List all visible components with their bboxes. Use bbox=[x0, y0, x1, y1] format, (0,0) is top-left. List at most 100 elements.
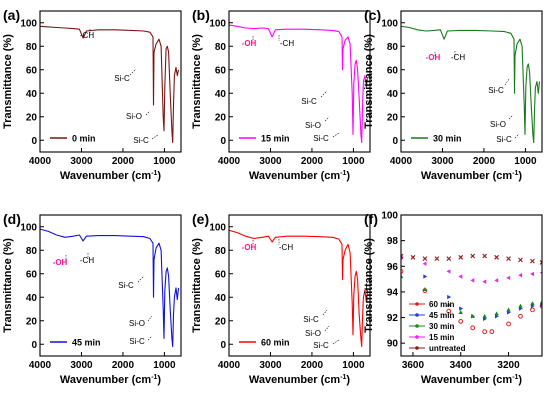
y-axis-label: Transmittance (%) bbox=[363, 238, 375, 333]
plot-frame bbox=[39, 214, 182, 357]
data-point bbox=[539, 260, 542, 265]
data-point bbox=[494, 254, 499, 260]
y-tick-label: 40 bbox=[215, 293, 227, 304]
svg-text:Si-C: Si-C bbox=[129, 337, 145, 346]
series-group bbox=[401, 253, 542, 335]
x-tick-label: 3000 bbox=[70, 156, 93, 167]
y-tick-label: 92 bbox=[387, 313, 399, 324]
x-tick-label: 3200 bbox=[497, 360, 520, 371]
x-axis-label: Wavenumber (cm-1) bbox=[421, 170, 523, 182]
peak-annotation: Si-C bbox=[496, 133, 520, 144]
peak-annotation: Si-O bbox=[490, 114, 514, 129]
legend-label: 60 min bbox=[429, 300, 454, 309]
data-point bbox=[506, 256, 511, 261]
y-tick-label: 20 bbox=[26, 112, 38, 123]
series-group bbox=[229, 24, 369, 144]
panel-letter: (e) bbox=[192, 211, 209, 227]
peak-annotation: -CH bbox=[278, 35, 294, 48]
data-point bbox=[494, 311, 499, 316]
y-tick-label: 100 bbox=[20, 222, 37, 233]
x-tick-label: 2000 bbox=[112, 360, 135, 371]
data-point bbox=[470, 253, 476, 259]
x-tick-label: 4000 bbox=[218, 360, 241, 371]
peak-annotation: Si-C bbox=[133, 134, 159, 145]
data-point bbox=[506, 275, 511, 281]
y-tick-label: 60 bbox=[26, 269, 38, 280]
svg-text:Si-C: Si-C bbox=[313, 341, 329, 350]
svg-text:Si-C: Si-C bbox=[488, 86, 504, 95]
data-point bbox=[518, 313, 523, 319]
svg-text:-OH: -OH bbox=[53, 258, 68, 267]
legend-label: 30 min bbox=[429, 322, 454, 331]
x-axis-label: Wavenumber (cm-1) bbox=[249, 374, 351, 386]
peak-annotation: Si-C bbox=[301, 90, 328, 106]
y-tick-label: 0 bbox=[220, 340, 226, 351]
peak-annotation: -OH bbox=[426, 52, 441, 62]
y-tick-label: 80 bbox=[215, 42, 227, 53]
svg-text:Si-O: Si-O bbox=[305, 121, 321, 130]
y-axis-label: Transmittance (%) bbox=[2, 34, 14, 129]
data-point bbox=[494, 278, 499, 283]
peak-annotation: Si-C bbox=[313, 339, 340, 350]
legend-marker bbox=[415, 346, 419, 350]
series-group bbox=[40, 228, 180, 348]
svg-text:Si-C: Si-C bbox=[313, 134, 329, 143]
y-tick-label: 40 bbox=[387, 89, 399, 100]
data-point bbox=[446, 256, 452, 261]
panel-b: (b) 4000 3000 2000 1000 0 20 40 60 80 100 Wavenumbe… bbox=[191, 7, 371, 182]
x-tick-label: 1000 bbox=[342, 360, 365, 371]
x-axis-label: Wavenumber (cm-1) bbox=[60, 170, 162, 182]
series-line bbox=[229, 229, 369, 348]
peak-annotation: -CH bbox=[278, 239, 293, 252]
y-tick-label: 60 bbox=[215, 269, 227, 280]
x-tick-label: 4000 bbox=[29, 156, 52, 167]
peak-annotation: -CH bbox=[80, 253, 94, 265]
y-tick-label: 100 bbox=[20, 18, 37, 29]
x-tick-label: 3000 bbox=[70, 360, 93, 371]
x-tick-label: 4000 bbox=[29, 360, 52, 371]
y-tick-label: 40 bbox=[26, 293, 38, 304]
panel-letter: (f) bbox=[364, 211, 378, 227]
data-point bbox=[489, 329, 495, 335]
peak-annotation: Si-C bbox=[129, 335, 153, 346]
data-point bbox=[470, 278, 475, 283]
svg-text:Si-O: Si-O bbox=[305, 329, 321, 338]
svg-text:Si-O: Si-O bbox=[126, 112, 142, 121]
y-tick-label: 98 bbox=[387, 236, 399, 247]
peak-annotation: Si-C bbox=[488, 78, 510, 95]
data-point bbox=[518, 273, 523, 278]
legend-label: 60 min bbox=[261, 338, 290, 348]
y-axis-label: Transmittance (%) bbox=[191, 34, 203, 129]
data-point bbox=[530, 301, 535, 306]
series-line bbox=[40, 25, 180, 144]
legend-marker bbox=[415, 313, 419, 317]
legend-label: untreated bbox=[429, 344, 466, 353]
data-point bbox=[470, 313, 475, 318]
peak-annotation: Si-O bbox=[129, 315, 153, 328]
peak-annotation: -OH bbox=[242, 240, 257, 252]
y-tick-label: 60 bbox=[26, 65, 38, 76]
y-axis-label: Transmittance (%) bbox=[363, 34, 375, 129]
svg-text:Si-C: Si-C bbox=[118, 281, 134, 290]
data-point bbox=[518, 303, 523, 308]
data-point bbox=[446, 269, 451, 274]
y-tick-label: 60 bbox=[215, 65, 227, 76]
x-tick-label: 3000 bbox=[431, 156, 454, 167]
data-point bbox=[446, 308, 452, 314]
series-group bbox=[40, 25, 180, 144]
data-point bbox=[458, 254, 464, 260]
panel-letter: (d) bbox=[3, 211, 21, 227]
data-point bbox=[446, 302, 451, 307]
data-point bbox=[470, 325, 476, 331]
y-tick-label: 40 bbox=[26, 89, 38, 100]
plot-frame bbox=[400, 10, 543, 153]
legend-label: 30 min bbox=[433, 134, 462, 144]
y-tick-label: 0 bbox=[31, 340, 37, 351]
data-point bbox=[482, 329, 488, 335]
legend: 30 min bbox=[411, 134, 462, 144]
legend: 60 min bbox=[239, 338, 290, 348]
x-tick-label: 1000 bbox=[342, 156, 365, 167]
y-tick-label: 80 bbox=[387, 42, 399, 53]
x-tick-label: 4000 bbox=[390, 156, 413, 167]
